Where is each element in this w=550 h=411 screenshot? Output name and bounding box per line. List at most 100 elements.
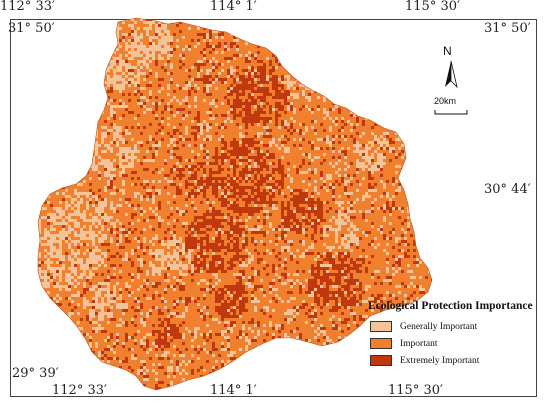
raster-cell: [401, 18, 404, 21]
raster-cell: [197, 27, 200, 30]
raster-cell: [104, 48, 107, 51]
raster-cell: [212, 15, 215, 18]
raster-cell: [215, 231, 218, 234]
raster-cell: [416, 69, 419, 72]
raster-cell: [308, 21, 311, 24]
raster-cell: [41, 174, 44, 177]
raster-cell: [254, 141, 257, 144]
raster-cell: [260, 108, 263, 111]
raster-cell: [263, 180, 266, 183]
raster-cell: [371, 207, 374, 210]
raster-cell: [314, 231, 317, 234]
raster-cell: [248, 174, 251, 177]
raster-cell: [392, 72, 395, 75]
raster-cell: [104, 234, 107, 237]
raster-cell: [119, 222, 122, 225]
raster-cell: [197, 180, 200, 183]
raster-cell: [74, 252, 77, 255]
raster-cell: [176, 111, 179, 114]
raster-cell: [311, 207, 314, 210]
raster-cell: [344, 90, 347, 93]
raster-cell: [350, 216, 353, 219]
raster-cell: [83, 291, 86, 294]
raster-cell: [338, 282, 341, 285]
raster-cell: [428, 30, 431, 33]
raster-cell: [89, 15, 92, 18]
raster-cell: [263, 78, 266, 81]
raster-cell: [230, 189, 233, 192]
raster-cell: [134, 228, 137, 231]
raster-cell: [104, 288, 107, 291]
raster-cell: [179, 21, 182, 24]
raster-cell: [221, 36, 224, 39]
raster-cell: [125, 108, 128, 111]
raster-cell: [167, 228, 170, 231]
raster-cell: [155, 33, 158, 36]
raster-cell: [143, 180, 146, 183]
raster-cell: [368, 174, 371, 177]
raster-cell: [122, 189, 125, 192]
raster-cell: [41, 261, 44, 264]
raster-cell: [299, 189, 302, 192]
raster-cell: [41, 129, 44, 132]
raster-cell: [185, 210, 188, 213]
raster-cell: [368, 141, 371, 144]
raster-cell: [140, 264, 143, 267]
raster-cell: [200, 288, 203, 291]
raster-cell: [218, 156, 221, 159]
raster-cell: [74, 273, 77, 276]
raster-cell: [95, 267, 98, 270]
raster-cell: [77, 60, 80, 63]
raster-cell: [161, 42, 164, 45]
raster-cell: [323, 234, 326, 237]
raster-cell: [347, 192, 350, 195]
raster-cell: [407, 117, 410, 120]
raster-cell: [350, 135, 353, 138]
raster-cell: [128, 99, 131, 102]
raster-cell: [44, 261, 47, 264]
raster-cell: [155, 213, 158, 216]
raster-cell: [176, 258, 179, 261]
raster-cell: [107, 75, 110, 78]
raster-cell: [104, 159, 107, 162]
raster-cell: [188, 165, 191, 168]
raster-cell: [422, 30, 425, 33]
raster-cell: [320, 84, 323, 87]
raster-cell: [338, 216, 341, 219]
raster-cell: [398, 165, 401, 168]
raster-cell: [161, 87, 164, 90]
raster-cell: [431, 216, 432, 219]
raster-cell: [137, 72, 140, 75]
raster-cell: [89, 153, 92, 156]
raster-cell: [248, 93, 251, 96]
raster-cell: [281, 42, 284, 45]
raster-cell: [104, 216, 107, 219]
raster-cell: [218, 186, 221, 189]
raster-cell: [242, 285, 245, 288]
raster-cell: [179, 159, 182, 162]
raster-cell: [434, 255, 437, 258]
raster-cell: [188, 69, 191, 72]
raster-cell: [272, 96, 275, 99]
raster-cell: [245, 117, 248, 120]
raster-cell: [392, 246, 395, 249]
raster-cell: [116, 84, 119, 87]
raster-cell: [263, 30, 266, 33]
raster-cell: [239, 159, 242, 162]
raster-cell: [317, 207, 320, 210]
raster-cell: [371, 177, 374, 180]
raster-cell: [77, 282, 80, 285]
raster-cell: [53, 165, 56, 168]
raster-cell: [104, 252, 107, 255]
raster-cell: [383, 75, 386, 78]
raster-cell: [302, 42, 305, 45]
raster-cell: [386, 192, 389, 195]
raster-cell: [293, 96, 296, 99]
raster-cell: [56, 207, 59, 210]
raster-cell: [203, 222, 206, 225]
raster-cell: [272, 84, 275, 87]
raster-cell: [416, 231, 419, 234]
raster-cell: [284, 126, 287, 129]
raster-cell: [107, 54, 110, 57]
raster-cell: [290, 252, 293, 255]
